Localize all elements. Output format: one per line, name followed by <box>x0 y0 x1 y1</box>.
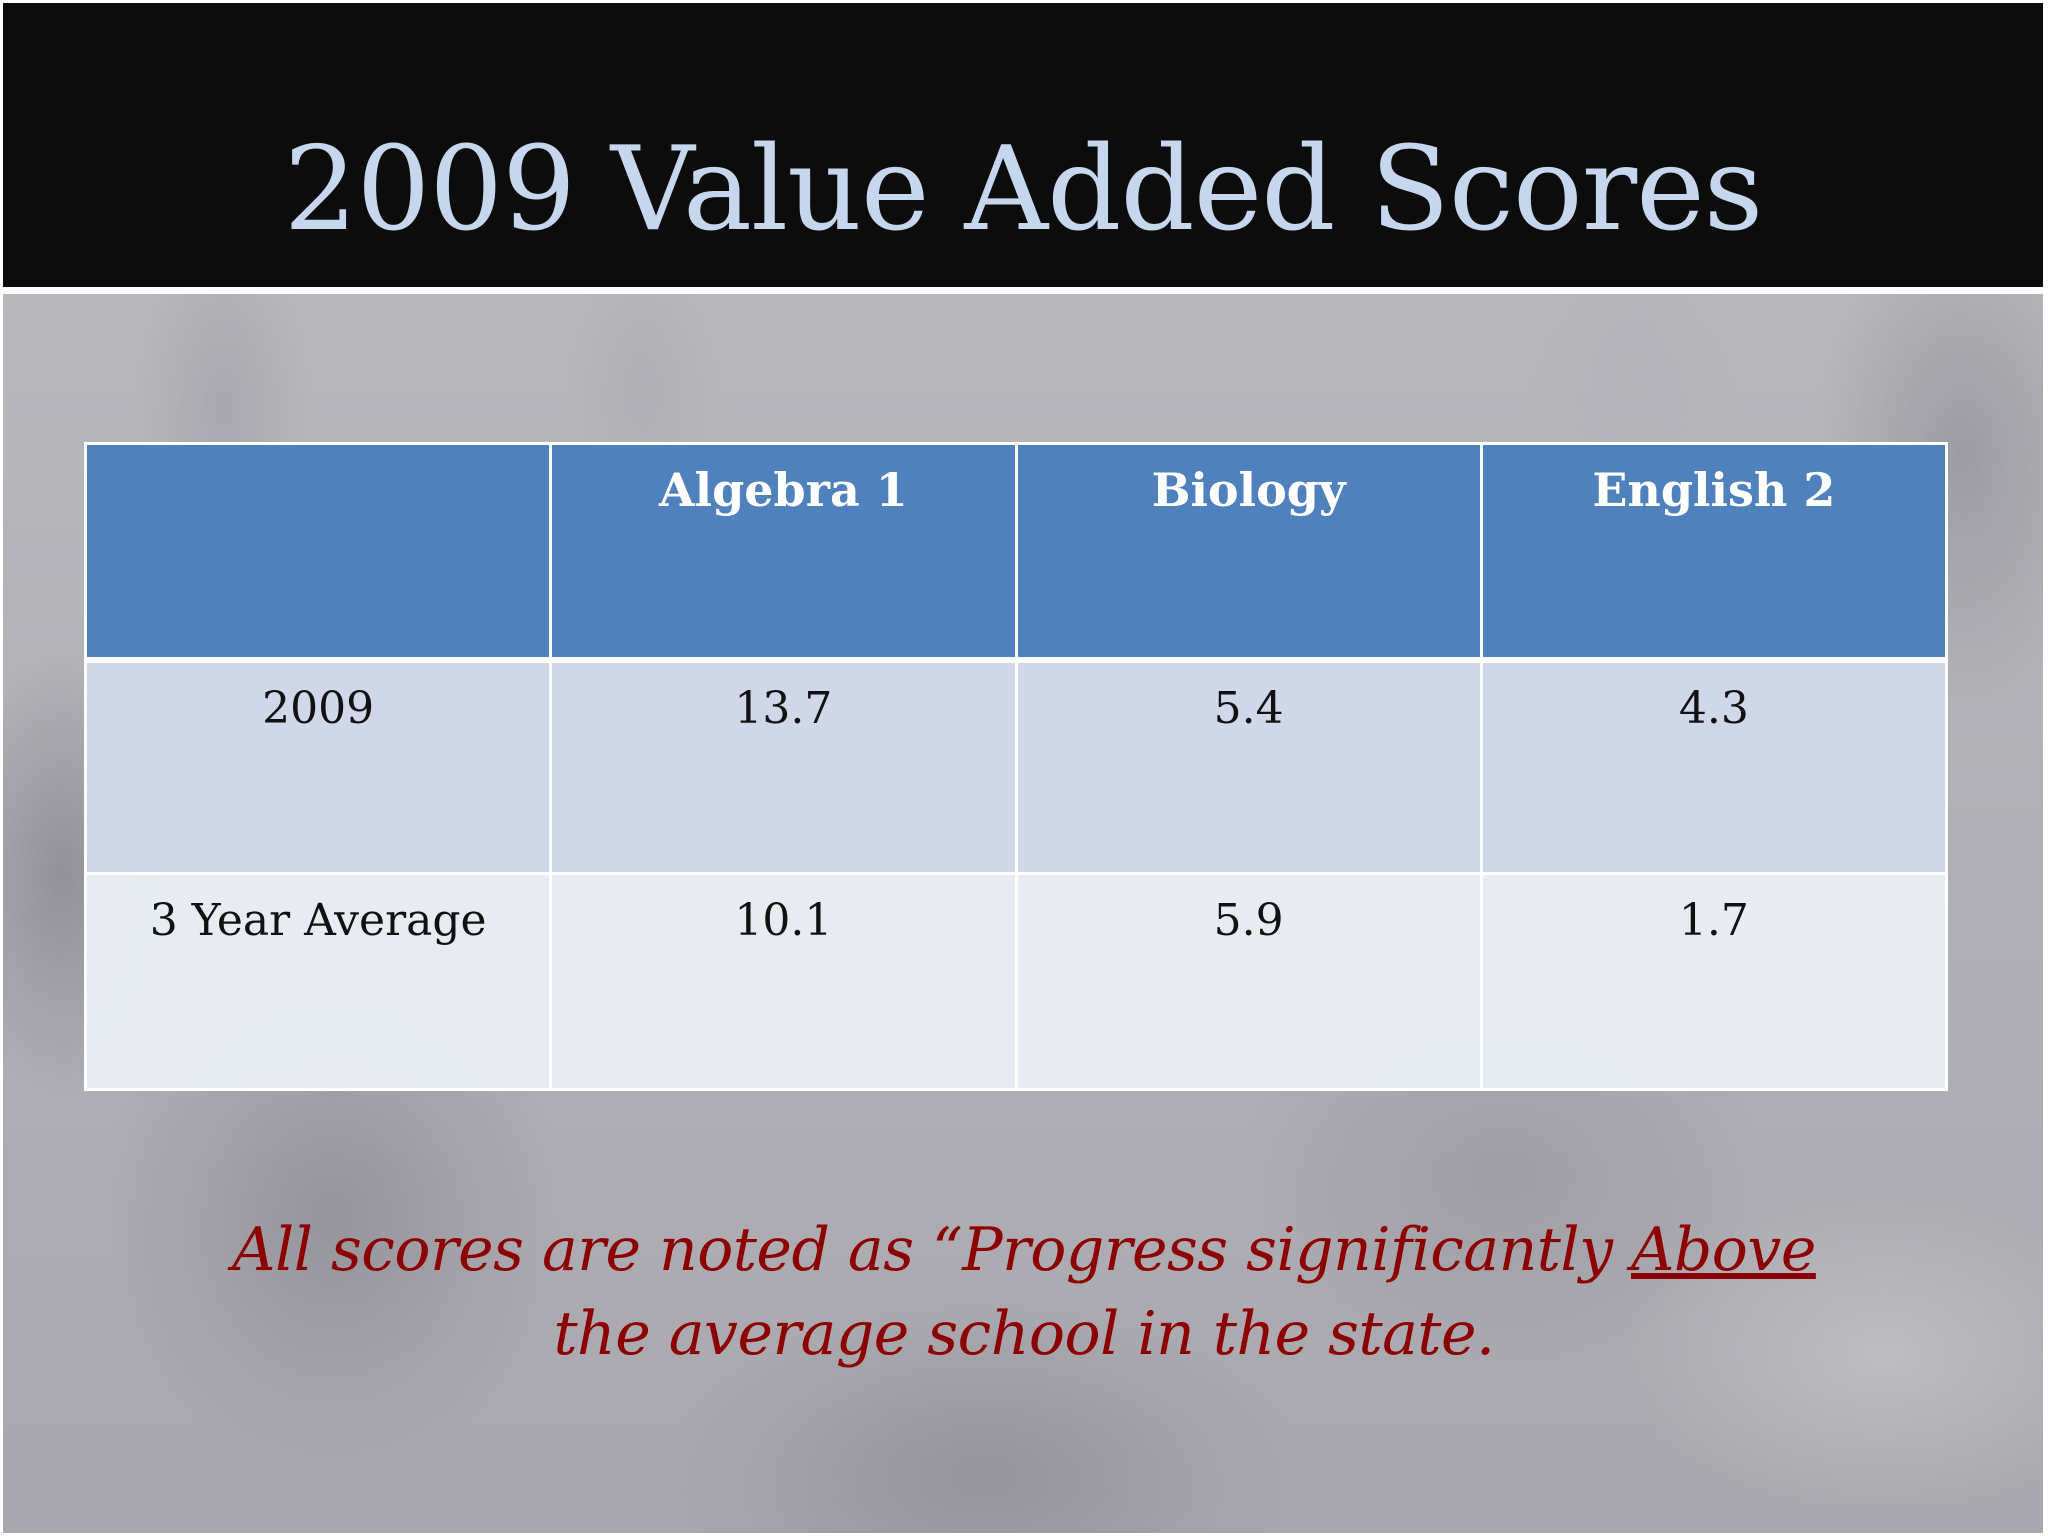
row-label-3-year-average: 3 Year Average <box>83 872 553 1091</box>
cell-2009-biology: 5.4 <box>1014 658 1483 875</box>
footnote-line1-text: All scores are noted as “Progress signif… <box>232 1215 1632 1285</box>
table-row: 3 Year Average 10.1 5.9 1.7 <box>83 872 1949 1091</box>
footnote-emphasis: Above <box>1631 1215 1816 1285</box>
table-row: 2009 13.7 5.4 4.3 <box>83 658 1949 875</box>
slide-title: 2009 Value Added Scores <box>283 122 1764 257</box>
header-cell-empty <box>83 442 553 661</box>
title-band: 2009 Value Added Scores <box>3 3 2043 287</box>
cell-3yr-biology: 5.9 <box>1014 872 1483 1091</box>
cell-3yr-english-2: 1.7 <box>1479 872 1949 1091</box>
cell-2009-algebra-1: 13.7 <box>549 658 1018 875</box>
cell-3yr-algebra-1: 10.1 <box>549 872 1018 1091</box>
header-cell-biology: Biology <box>1014 442 1483 661</box>
value-added-scores-table: Algebra 1 Biology English 2 2009 13.7 5.… <box>83 442 1949 1091</box>
header-cell-algebra-1: Algebra 1 <box>549 442 1018 661</box>
header-cell-english-2: English 2 <box>1479 442 1949 661</box>
cell-2009-english-2: 4.3 <box>1479 658 1949 875</box>
row-label-2009: 2009 <box>83 658 553 875</box>
footnote-line2-text: the average school in the state. <box>553 1299 1495 1369</box>
table-header-row: Algebra 1 Biology English 2 <box>83 442 1949 661</box>
footnote: All scores are noted as “Progress signif… <box>0 1208 2048 1376</box>
